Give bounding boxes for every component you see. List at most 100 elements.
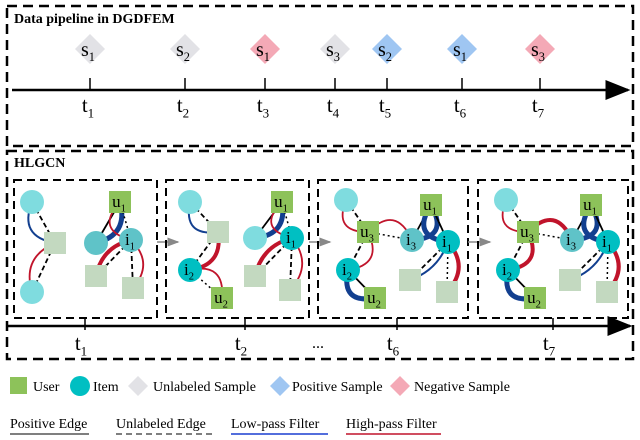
legend-unlabeled-sample: Unlabeled Sample [153,380,256,395]
sample-diamond [250,34,280,64]
legend-unlabeled-edge: Unlabeled Edge [116,417,206,432]
user-node [436,281,458,303]
sample-unlabeled: s1 t1 [75,34,105,120]
node-label: i3 [566,230,576,252]
user-node: u1 [580,194,602,217]
user-node [44,232,66,254]
sample-label: s3 [326,39,340,64]
sample-negative: s3 t7 [525,34,555,120]
sample-negative: s1 t3 [250,34,280,120]
item-node: i3 [400,228,424,252]
legend-high-pass: High-pass Filter [346,417,437,432]
sample-diamond [320,34,350,64]
legend-item: Item [93,380,119,395]
user-node [279,279,301,301]
item-node [334,188,358,212]
node-label: i1 [442,232,452,254]
user-node [85,265,107,287]
pipeline-box [5,4,635,148]
user-node: u1 [420,194,442,217]
sample-positive: s2 t5 [372,34,402,120]
user-node [207,221,229,243]
item-node [178,190,202,214]
sample-positive: s1 t6 [447,34,477,120]
legend-positive-sample: Positive Sample [292,380,383,395]
user-node [244,265,266,287]
legend-low-pass: Low-pass Filter [231,417,320,432]
item-node [20,280,44,304]
item-node: i1 [119,228,143,252]
user-node [399,269,421,291]
node-label: i2 [342,260,352,282]
legend-negative-swatch [390,376,410,396]
legend-user: User [33,380,60,395]
time-label: t5 [379,93,391,120]
hlgcn-box [5,149,635,361]
sample-diamond [170,34,200,64]
time-label: t1 [82,93,94,120]
legend-positive-swatch [270,376,290,396]
node-label: u3 [520,222,534,244]
sample-label: s1 [453,39,467,64]
sample-label: s3 [531,39,545,64]
user-node: u1 [271,191,293,214]
sample-label: s2 [378,39,392,64]
sample-diamond [447,34,477,64]
node-label: i1 [125,230,135,252]
sample-unlabeled: s3 t4 [320,34,350,120]
user-node: u2 [364,287,386,310]
sample-label: s1 [256,39,270,64]
time-label: t6 [454,93,467,120]
graph-panel: u1 i1 [13,179,158,319]
time-label: t4 [327,93,340,120]
item-node [20,190,44,214]
item-node: i3 [560,228,584,252]
legend-negative-sample: Negative Sample [414,380,510,395]
user-node: u3 [517,221,539,244]
panel-box [477,179,629,319]
sample-unlabeled: s2 t2 [170,34,200,120]
time-label: t3 [257,93,269,120]
node-label: u2 [527,288,541,310]
time-label: t6 [387,331,400,358]
user-node: u2 [211,287,233,310]
item-node [494,188,518,212]
node-label: u1 [583,195,597,217]
node-label: u2 [367,288,381,310]
sample-diamond [372,34,402,64]
sample-diamond [525,34,555,64]
legend-user-swatch [10,377,27,394]
item-node: i2 [178,258,202,282]
time-label: t1 [75,331,87,358]
sample-label: s1 [81,39,95,64]
panel-box [165,179,310,319]
node-label: u1 [423,195,437,217]
user-node: u2 [524,287,546,310]
pipeline-title: Data pipeline in DGDFEM [14,12,175,27]
item-node: i1 [436,230,460,254]
user-node [559,269,581,291]
pipeline-section: Data pipeline in DGDFEM s1 t1 s2 t2 s1 t3 s3 t4… [5,4,635,148]
graph-panel: i2 u2 u1 i1 [165,179,310,319]
item-node: i2 [336,258,360,282]
node-label: u1 [112,192,126,214]
legend-item-swatch [70,376,90,396]
node-label: i1 [602,232,612,254]
panel-box [317,179,469,319]
node-label: i2 [184,260,194,282]
node-label: i2 [502,260,512,282]
item-node [243,226,267,250]
hlgcn-title: HLGCN [14,156,65,171]
legend: User Item Unlabeled Sample Positive Samp… [10,376,510,435]
node-label: u1 [274,192,288,214]
node-label: i1 [286,228,296,250]
sample-diamond [75,34,105,64]
time-label: t2 [235,331,247,358]
time-label: t2 [177,93,189,120]
time-label: t7 [532,93,545,120]
node-label: u3 [360,222,374,244]
